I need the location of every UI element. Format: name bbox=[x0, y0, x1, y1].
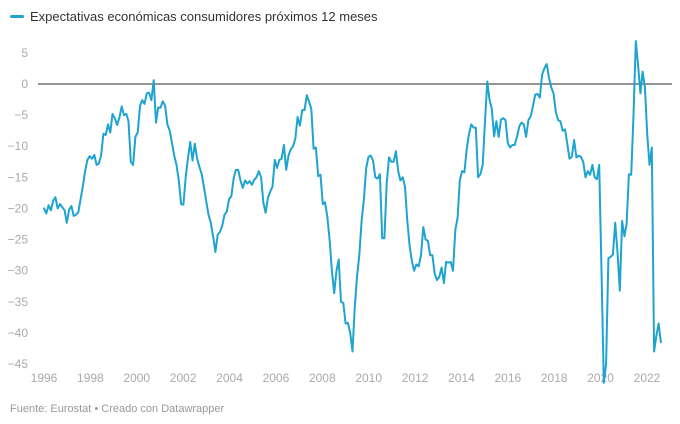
y-tick-label: −15 bbox=[8, 170, 29, 184]
legend-label: Expectativas económicas consumidores pró… bbox=[30, 9, 378, 24]
y-tick-label: −20 bbox=[8, 201, 29, 215]
x-tick-label: 2020 bbox=[587, 371, 614, 385]
x-tick-label: 2012 bbox=[402, 371, 429, 385]
x-tick-label: 2004 bbox=[216, 371, 243, 385]
x-tick-label: 2016 bbox=[494, 371, 521, 385]
x-tick-label: 2002 bbox=[170, 371, 197, 385]
x-tick-label: 2008 bbox=[309, 371, 336, 385]
y-tick-label: 5 bbox=[21, 46, 28, 60]
y-tick-label: −5 bbox=[14, 108, 28, 122]
x-tick-label: 1998 bbox=[77, 371, 104, 385]
source-note: Fuente: Eurostat • Creado con Datawrappe… bbox=[10, 403, 225, 415]
y-tick-label: −35 bbox=[8, 295, 29, 309]
legend: Expectativas económicas consumidores pró… bbox=[10, 9, 378, 24]
y-tick-label: −30 bbox=[8, 264, 29, 278]
y-tick-label: −45 bbox=[8, 357, 29, 371]
x-tick-label: 2006 bbox=[263, 371, 290, 385]
y-tick-label: −25 bbox=[8, 233, 29, 247]
y-tick-label: −10 bbox=[8, 139, 29, 153]
y-tick-label: −40 bbox=[8, 326, 29, 340]
x-tick-label: 2018 bbox=[541, 371, 568, 385]
series-line bbox=[43, 40, 662, 384]
y-axis: 5 0 −5 −10 −15 −20 −25 −30 −35 −40 −45 bbox=[8, 46, 29, 371]
x-tick-label: 2010 bbox=[355, 371, 382, 385]
x-tick-label: 2000 bbox=[123, 371, 150, 385]
x-tick-label: 2014 bbox=[448, 371, 475, 385]
x-tick-label: 2022 bbox=[634, 371, 661, 385]
x-tick-label: 1996 bbox=[31, 371, 58, 385]
x-axis: 1996 1998 2000 2002 2004 2006 2008 2010 2012 2014… bbox=[31, 371, 661, 385]
legend-swatch bbox=[10, 15, 24, 18]
y-tick-label: 0 bbox=[21, 77, 28, 91]
